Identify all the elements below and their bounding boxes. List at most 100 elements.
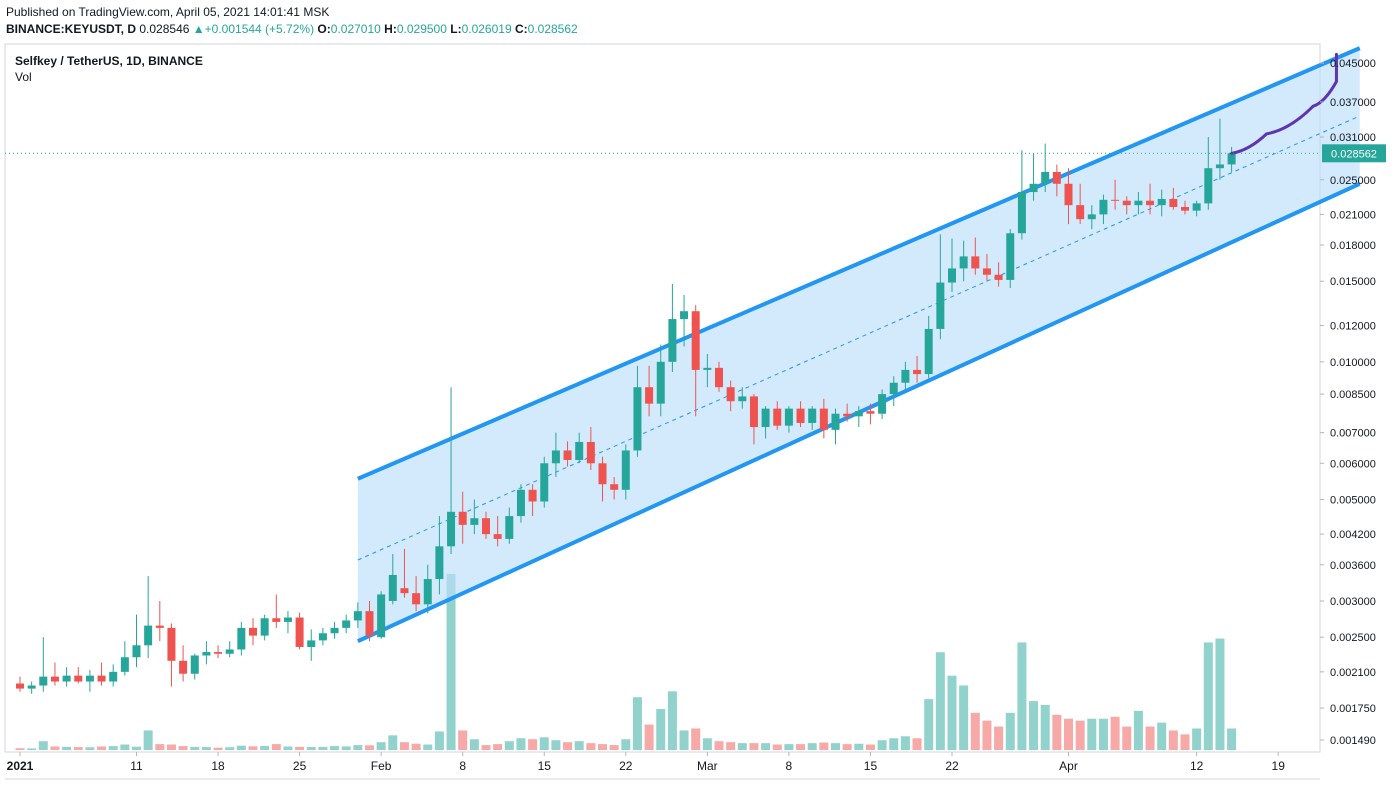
candle [796, 401, 805, 428]
candle-body [109, 671, 118, 682]
candle [551, 432, 560, 477]
candle [1111, 179, 1120, 210]
candle [610, 476, 619, 500]
candle [27, 681, 36, 694]
candle [936, 234, 945, 340]
candle-body [249, 627, 257, 636]
price-tick-label: 0.012000 [1330, 321, 1376, 333]
candle [575, 432, 584, 464]
candle [784, 406, 793, 433]
candle [808, 406, 817, 430]
candle [1134, 192, 1143, 215]
candle-body [773, 408, 782, 426]
time-tick-label: 11 [130, 759, 143, 773]
volume-bar [516, 738, 526, 750]
candle [913, 355, 922, 383]
volume-bar [493, 744, 503, 750]
candle [994, 262, 1003, 287]
price-tick-label: 0.031000 [1330, 132, 1376, 144]
volume-bar [1040, 705, 1050, 750]
low-value: 0.026019 [461, 22, 512, 36]
volume-bar [854, 743, 864, 750]
volume-bar [621, 739, 631, 750]
price-tick-label: 0.005000 [1330, 494, 1376, 506]
candle [1181, 200, 1189, 215]
candle-body [342, 620, 351, 628]
volume-bar [143, 730, 153, 750]
volume-bar [469, 739, 479, 750]
volume-bar [283, 746, 293, 750]
volume-bar [166, 744, 176, 750]
candle-body [819, 408, 828, 430]
volume-bar [656, 708, 666, 750]
volume-bar [318, 746, 328, 750]
candle-body [295, 617, 304, 647]
candle [295, 612, 304, 650]
candle [831, 408, 840, 445]
candle [85, 669, 94, 692]
candle-body [1111, 199, 1120, 201]
volume-bar [73, 747, 83, 750]
candle-body [1076, 205, 1085, 220]
candle [132, 614, 141, 668]
volume-bar [411, 743, 421, 750]
candle [109, 664, 118, 687]
candle-body [703, 367, 712, 370]
volume-bar [1087, 718, 1097, 750]
price-tick-label: 0.002500 [1330, 632, 1376, 644]
price-tick-label: 0.010000 [1330, 357, 1376, 369]
candle-body [97, 675, 106, 682]
projection-path [1230, 52, 1338, 155]
candle-body [749, 396, 758, 428]
candle [656, 344, 665, 417]
candle-body [959, 256, 968, 269]
candle-body [901, 369, 910, 383]
candle-body [50, 676, 59, 682]
candle-body [144, 625, 153, 646]
candle-body [994, 274, 1003, 280]
candle-body [528, 489, 537, 502]
candle [482, 511, 490, 539]
price-tick-label: 0.045000 [1330, 58, 1376, 70]
candle [283, 611, 292, 634]
price-change: +0.001544 (+5.72%) [204, 22, 315, 36]
candle [703, 354, 712, 388]
candle-body [831, 413, 840, 430]
time-tick-label: Mar [697, 759, 718, 773]
candle [528, 484, 537, 517]
chart-legend: Selfkey / TetherUS, 1D, BINANCE Vol [15, 53, 203, 85]
candle [738, 387, 747, 409]
channel-fill [357, 48, 1360, 642]
candle [1122, 196, 1131, 215]
high-value: 0.029500 [396, 22, 447, 36]
price-tick-label: 0.025000 [1330, 175, 1376, 187]
candle-body [1227, 153, 1236, 165]
candle-body [691, 311, 700, 370]
candle-body [377, 594, 386, 638]
low-label: L: [450, 22, 462, 36]
volume-bar [1075, 720, 1085, 750]
price-tick-label: 0.003000 [1330, 596, 1376, 608]
candle [948, 238, 956, 293]
candle [621, 444, 630, 500]
volume-bar [388, 735, 398, 750]
last-price: 0.028546 [139, 22, 190, 36]
candle [1099, 194, 1108, 225]
candle-body [214, 652, 223, 654]
candle [761, 406, 770, 439]
volume-bar [504, 741, 514, 750]
candle [470, 499, 479, 535]
candle-body [656, 361, 665, 404]
candle-body [784, 408, 793, 426]
price-tick-label: 0.021000 [1330, 209, 1376, 221]
volume-bar [726, 742, 736, 750]
candle [866, 403, 875, 425]
current-price-label: 0.028562 [1331, 148, 1377, 160]
candle [120, 641, 129, 676]
volume-bar [1192, 728, 1202, 750]
candle-body [1146, 200, 1155, 206]
candle [179, 645, 188, 682]
current-price-badge [1322, 144, 1386, 163]
volume-bar [831, 743, 840, 750]
